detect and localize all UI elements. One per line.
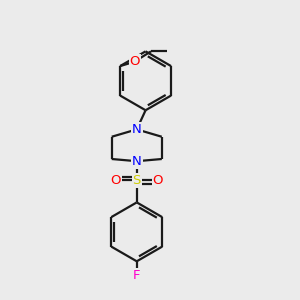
Text: N: N [132, 155, 142, 168]
Text: F: F [133, 269, 140, 282]
Text: O: O [110, 174, 121, 187]
Text: N: N [132, 123, 142, 136]
Text: O: O [153, 174, 163, 187]
Text: S: S [133, 174, 141, 187]
Text: O: O [130, 55, 140, 68]
Text: N: N [132, 123, 142, 136]
